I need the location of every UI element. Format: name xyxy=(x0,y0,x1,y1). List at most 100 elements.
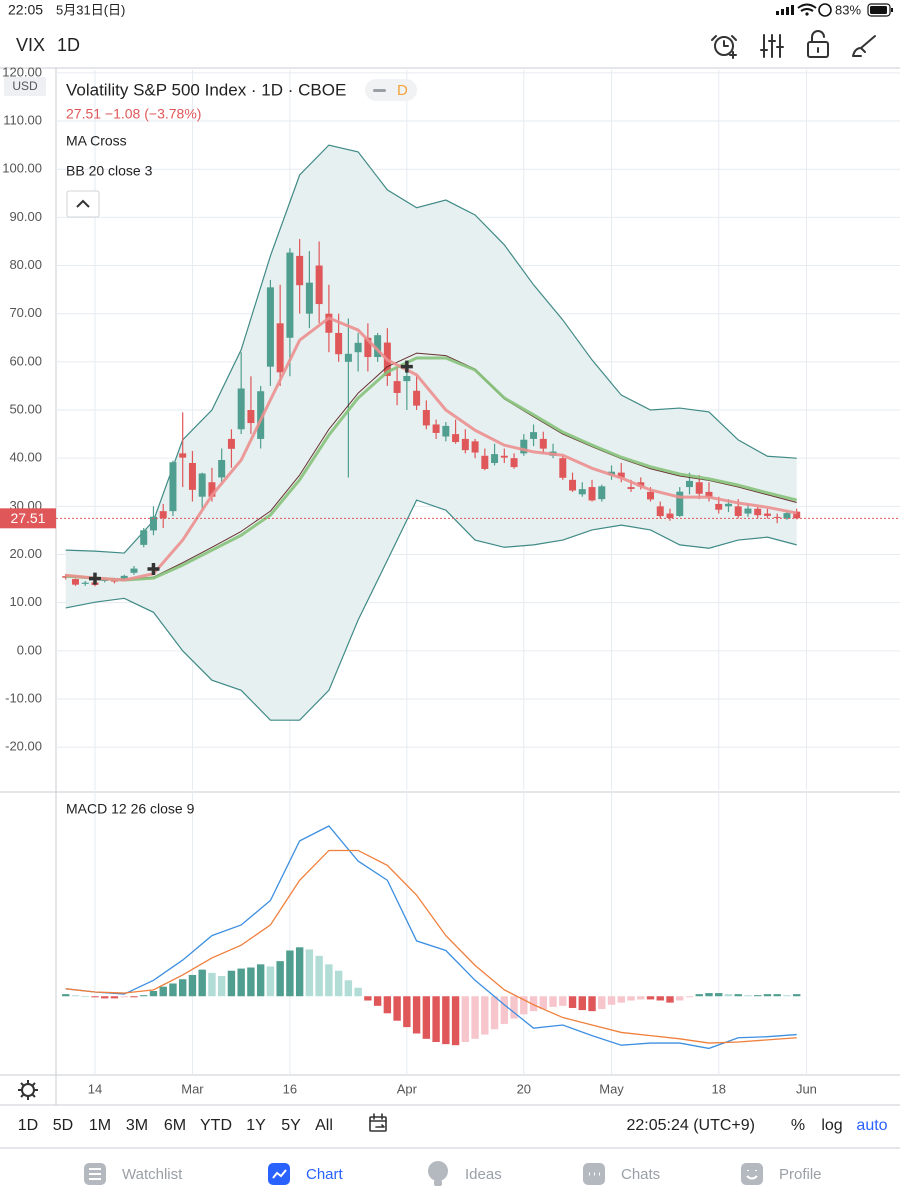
legend-indicator: MA Cross xyxy=(66,133,127,149)
candle-body xyxy=(598,486,606,500)
histogram-bar xyxy=(169,983,177,997)
candle-body xyxy=(325,313,333,333)
last-price-tag xyxy=(0,508,56,529)
range-button[interactable]: All xyxy=(315,1117,333,1134)
y-tick-label: 110.00 xyxy=(3,112,42,127)
histogram-bar xyxy=(763,994,772,997)
range-button[interactable]: YTD xyxy=(200,1117,232,1134)
candle-body xyxy=(335,332,343,355)
range-button[interactable]: 1D xyxy=(18,1117,38,1134)
symbol[interactable]: VIX xyxy=(16,35,45,55)
range-button[interactable]: 5Y xyxy=(281,1117,301,1134)
histogram-bar xyxy=(792,994,801,997)
y-tick-label: 100.00 xyxy=(2,161,42,176)
range-button[interactable]: 6M xyxy=(164,1117,186,1134)
y-tick-label: 60.00 xyxy=(9,353,42,368)
macd-line xyxy=(65,825,797,1050)
candle-body xyxy=(286,252,294,338)
histogram-bar xyxy=(695,994,703,997)
histogram-bar xyxy=(500,996,509,1024)
legend-indicator: BB 20 close 3 xyxy=(66,163,153,179)
histogram-bar xyxy=(256,964,265,997)
legend-quote: 27.51 −1.08 (−3.78%) xyxy=(66,106,201,122)
tab[interactable]: Chart xyxy=(268,1163,344,1185)
alert-button[interactable] xyxy=(711,35,737,59)
tab[interactable]: Ideas xyxy=(428,1161,502,1186)
y-tick-label: -10.00 xyxy=(5,690,42,705)
y-tick-label: 90.00 xyxy=(9,209,42,224)
candle-body xyxy=(413,390,421,406)
candle-body xyxy=(140,530,148,545)
tab[interactable]: Chats xyxy=(583,1163,660,1185)
candle-body xyxy=(724,503,732,507)
band-line xyxy=(65,499,797,721)
candle-body xyxy=(315,265,323,305)
settings-gear[interactable] xyxy=(18,1080,38,1100)
candle-body xyxy=(500,455,508,458)
y-tick-label: 120.00 xyxy=(2,64,42,79)
histogram-bar xyxy=(588,996,596,1012)
currency: USD xyxy=(12,79,38,93)
candle-body xyxy=(559,458,567,478)
cross-signal xyxy=(88,572,101,585)
tab[interactable]: Profile xyxy=(741,1163,822,1185)
candle-body xyxy=(452,434,460,443)
status-battery: 83% xyxy=(835,2,861,17)
candle-body xyxy=(305,282,313,314)
histogram-bar xyxy=(783,995,791,997)
candle-body xyxy=(491,454,499,463)
candle-body xyxy=(247,410,255,424)
histogram-bar xyxy=(159,986,167,997)
interval[interactable]: 1D xyxy=(57,35,80,55)
histogram-bar xyxy=(705,993,713,997)
lock-button[interactable] xyxy=(807,30,829,58)
scale-option[interactable]: % xyxy=(791,1117,805,1134)
currency-tag xyxy=(4,77,46,96)
candle-body xyxy=(627,487,635,489)
candle-body xyxy=(432,424,440,433)
range-button[interactable]: 1M xyxy=(89,1117,111,1134)
scale-option[interactable]: log xyxy=(821,1117,842,1134)
tab-icon xyxy=(428,1161,448,1181)
candle-body xyxy=(71,579,79,585)
range-button[interactable]: 5D xyxy=(53,1117,73,1134)
status-icons xyxy=(776,3,893,17)
histogram-bar xyxy=(422,996,431,1039)
candle-body xyxy=(510,458,518,468)
histogram-bar xyxy=(490,996,499,1030)
candle-body xyxy=(130,568,138,573)
candle-body xyxy=(578,489,586,495)
histogram-bar xyxy=(383,996,392,1014)
indicators-button[interactable] xyxy=(760,34,784,58)
histogram-bar xyxy=(598,996,606,1010)
scale-option[interactable]: auto xyxy=(856,1117,887,1134)
candle-body xyxy=(442,425,450,437)
candle-body xyxy=(744,508,752,514)
ma-line xyxy=(65,352,797,581)
range-button[interactable]: 1Y xyxy=(246,1117,266,1134)
tab-glyph xyxy=(272,1169,287,1179)
histogram-bar xyxy=(539,996,547,1010)
candle-body xyxy=(461,438,469,451)
tab-glyph xyxy=(89,1168,101,1180)
y-tick-label: 70.00 xyxy=(9,305,42,320)
tab-icon xyxy=(741,1163,763,1185)
collapse-legend[interactable] xyxy=(66,190,100,218)
candle-body xyxy=(188,462,196,490)
candle-body xyxy=(198,473,206,497)
drawing-button[interactable] xyxy=(852,35,876,57)
candle-body xyxy=(169,462,177,512)
tab-glyph xyxy=(746,1170,758,1180)
candle-body xyxy=(734,506,742,517)
tab[interactable]: Watchlist xyxy=(84,1163,183,1185)
histogram-bar xyxy=(305,949,314,997)
candle-body xyxy=(179,453,187,458)
histogram-bar xyxy=(110,996,119,999)
candle-body xyxy=(471,441,479,453)
calendar-button[interactable] xyxy=(369,1113,387,1132)
histogram-bar xyxy=(149,990,158,997)
candle-body xyxy=(344,353,352,362)
candle-body xyxy=(754,508,762,516)
range-button[interactable]: 3M xyxy=(126,1117,148,1134)
